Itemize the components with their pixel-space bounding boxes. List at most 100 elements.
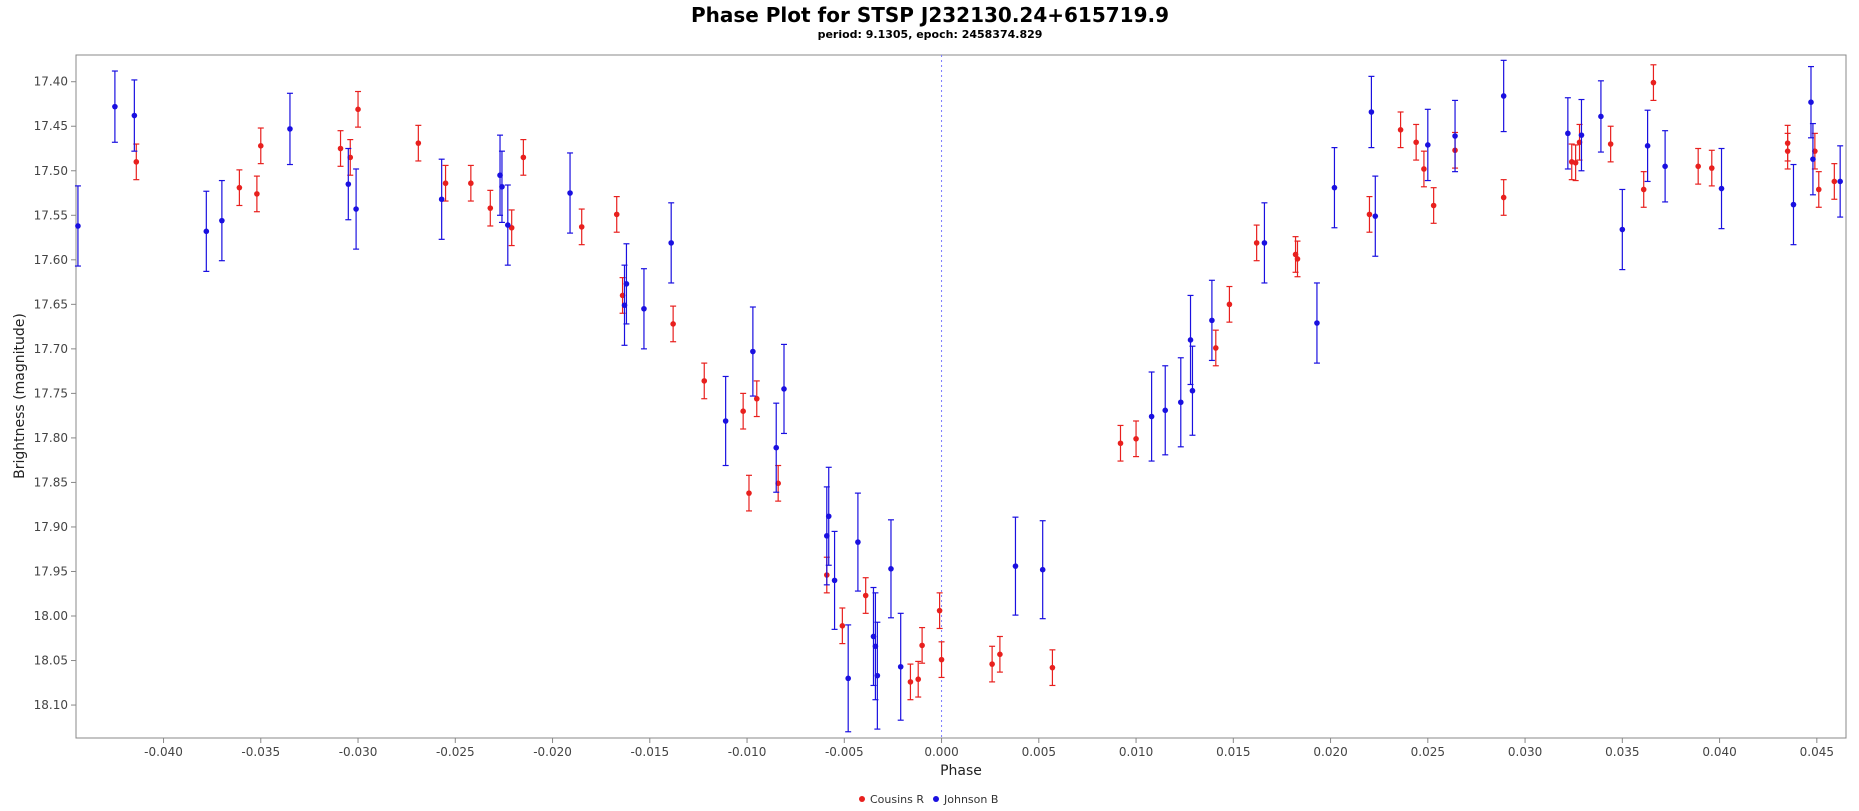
data-point <box>1261 240 1268 246</box>
data-point <box>1213 345 1219 351</box>
chart-subtitle: period: 9.1305, epoch: 2458374.829 <box>818 28 1043 41</box>
data-point <box>1837 178 1843 185</box>
data-point <box>1662 163 1668 170</box>
data-point <box>907 679 914 685</box>
x-tick-label: 0.010 <box>1119 745 1153 759</box>
data-point <box>203 228 210 235</box>
data-point <box>1294 256 1301 262</box>
data-point <box>1619 226 1626 233</box>
legend: Cousins R Johnson B <box>859 793 998 806</box>
x-tick-label: -0.030 <box>339 745 378 759</box>
data-point <box>701 378 708 384</box>
data-point <box>505 222 511 228</box>
data-point <box>520 154 527 161</box>
data-point <box>1366 211 1373 218</box>
data-point <box>1598 113 1604 120</box>
x-tick-label: -0.015 <box>630 745 669 759</box>
data-point <box>1578 132 1585 138</box>
data-point <box>915 676 922 683</box>
data-point <box>897 663 904 670</box>
data-point <box>112 103 118 110</box>
data-point <box>641 305 647 312</box>
y-tick-label: 17.65 <box>34 297 68 311</box>
x-tick-label: 0.035 <box>1605 745 1639 759</box>
data-point <box>355 106 361 113</box>
x-tick-label: -0.025 <box>436 745 475 759</box>
data-point <box>254 191 260 197</box>
y-tick-label: 17.75 <box>34 386 68 400</box>
data-point <box>1148 413 1155 420</box>
legend-marker-cousins-r <box>859 796 865 802</box>
y-tick-label: 17.40 <box>34 75 68 89</box>
data-point <box>257 143 264 149</box>
data-point <box>415 140 422 146</box>
plot-area <box>75 54 1847 739</box>
data-point <box>1397 127 1404 133</box>
data-point <box>1226 301 1233 308</box>
y-tick-label: 18.00 <box>34 609 68 623</box>
data-point <box>1177 399 1184 406</box>
data-point <box>1162 407 1169 414</box>
data-point <box>1314 320 1320 326</box>
data-point <box>1810 156 1816 162</box>
x-tick-label: -0.005 <box>825 745 864 759</box>
data-point <box>773 444 780 451</box>
y-tick-label: 17.80 <box>34 431 68 445</box>
x-tick-label: 0.045 <box>1800 745 1834 759</box>
data-point <box>1368 109 1375 115</box>
y-axis-label: Brightness (magnitude) <box>12 313 28 479</box>
data-point <box>989 661 995 667</box>
legend-label-johnson-b: Johnson B <box>943 793 998 806</box>
data-point <box>133 159 140 165</box>
data-point <box>938 656 945 663</box>
data-point <box>578 224 585 230</box>
data-point <box>888 566 894 572</box>
x-tick-label: -0.020 <box>533 745 572 759</box>
data-point <box>1607 141 1614 147</box>
data-point <box>746 490 752 496</box>
x-tick-label: 0.030 <box>1508 745 1542 759</box>
series-layer <box>74 59 1844 733</box>
data-point <box>567 190 573 196</box>
data-point <box>468 180 474 187</box>
x-tick-label: -0.010 <box>728 745 767 759</box>
data-point <box>236 184 243 191</box>
data-point <box>668 240 674 246</box>
legend-item-cousins-r: Cousins R <box>859 793 924 806</box>
data-point <box>1413 139 1419 146</box>
x-tick-label: 0.040 <box>1702 745 1736 759</box>
y-tick-label: 17.45 <box>34 119 68 133</box>
x-tick-label: 0.005 <box>1022 745 1056 759</box>
data-point <box>874 672 881 679</box>
y-tick-label: 17.95 <box>34 564 68 578</box>
data-point <box>1372 213 1379 219</box>
data-point <box>1430 202 1437 209</box>
data-point <box>1039 566 1046 573</box>
data-point <box>287 126 293 132</box>
x-tick-label: 0.000 <box>924 745 958 759</box>
x-axis: -0.040 -0.035 -0.030 -0.025 -0.020 -0.015 -0.0… <box>144 738 1834 759</box>
y-tick-label: 17.60 <box>34 253 68 267</box>
y-tick-label: 17.55 <box>34 208 68 222</box>
data-point <box>442 180 449 187</box>
data-point <box>825 513 832 520</box>
y-tick-label: 17.50 <box>34 164 68 178</box>
data-point <box>1425 142 1431 148</box>
data-point <box>353 206 359 212</box>
data-point <box>345 181 352 187</box>
data-point <box>1718 185 1725 192</box>
data-point <box>1565 130 1571 137</box>
data-point <box>131 112 138 119</box>
data-point <box>753 395 760 402</box>
data-point <box>936 607 943 614</box>
data-point <box>1708 165 1715 171</box>
data-point <box>781 386 787 392</box>
data-point <box>1500 194 1507 201</box>
y-tick-label: 17.70 <box>34 342 68 356</box>
data-point <box>919 642 925 649</box>
data-point <box>1421 166 1427 172</box>
data-point <box>438 196 445 203</box>
data-point <box>845 675 851 682</box>
data-point <box>1831 178 1838 185</box>
data-point <box>862 592 869 599</box>
